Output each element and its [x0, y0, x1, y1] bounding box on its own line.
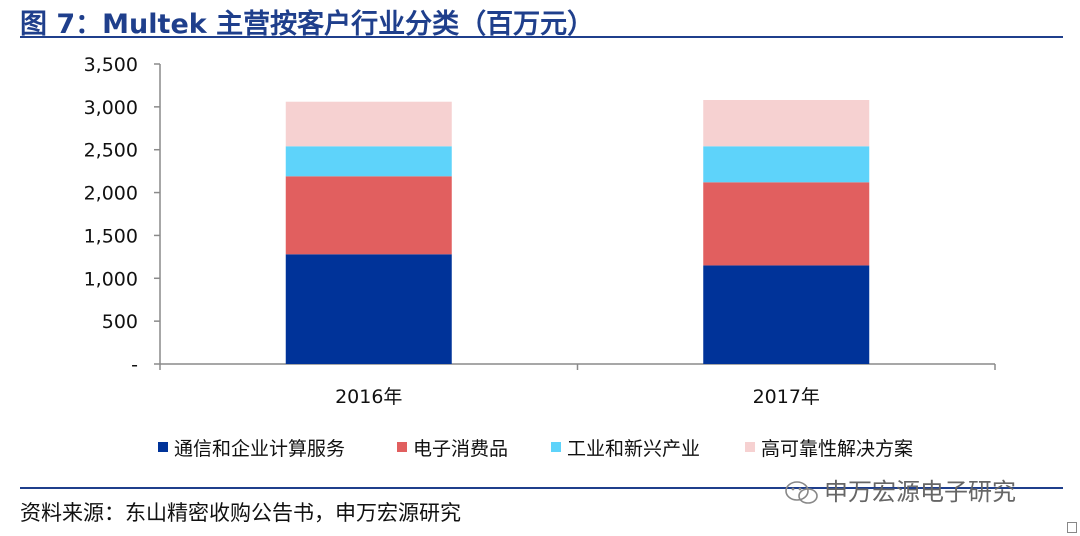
bar-segment [285, 146, 452, 177]
legend-swatch [158, 442, 168, 452]
y-tick-label: 1,500 [84, 225, 138, 247]
y-tick-label: 3,000 [84, 97, 138, 119]
bar-segment [285, 101, 452, 147]
bar-segment [703, 182, 870, 266]
y-tick-label: 2,500 [84, 140, 138, 162]
bar-segment [703, 100, 870, 147]
chart-title: 图 7：Multek 主营按客户行业分类（百万元） [20, 9, 595, 40]
watermark-text: 申万宏源电子研究 [824, 478, 1016, 506]
bar-segment [285, 176, 452, 255]
bar-segment [703, 146, 870, 183]
corner-mark [1067, 522, 1077, 533]
legend-swatch [551, 442, 561, 452]
legend-swatch [745, 442, 755, 452]
wechat-icon [785, 481, 818, 504]
y-tick-label: 3,500 [84, 54, 138, 76]
y-tick-label: 500 [102, 311, 138, 333]
legend-label: 工业和新兴产业 [567, 438, 700, 460]
legend-label: 通信和企业计算服务 [174, 438, 345, 460]
source-divider [20, 487, 1063, 489]
legend-label: 电子消费品 [413, 438, 508, 460]
watermark: 申万宏源电子研究 [784, 472, 1016, 507]
y-tick-label: - [131, 354, 138, 376]
y-tick-label: 2,000 [84, 183, 138, 205]
legend-label: 高可靠性解决方案 [761, 438, 913, 460]
y-tick-label: 1,000 [84, 268, 138, 290]
bar-segment [285, 254, 452, 364]
bar-segment [703, 265, 870, 364]
x-tick-label: 2017年 [753, 386, 820, 408]
source-note: 资料来源：东山精密收购公告书，申万宏源研究 [20, 501, 461, 525]
title-divider [20, 36, 1063, 38]
x-tick-label: 2016年 [335, 386, 402, 408]
legend-swatch [397, 442, 407, 452]
stacked-bar-chart: - 500 1,000 1,500 2,000 2,500 3,000 3,500 2016年 2… [84, 54, 996, 460]
